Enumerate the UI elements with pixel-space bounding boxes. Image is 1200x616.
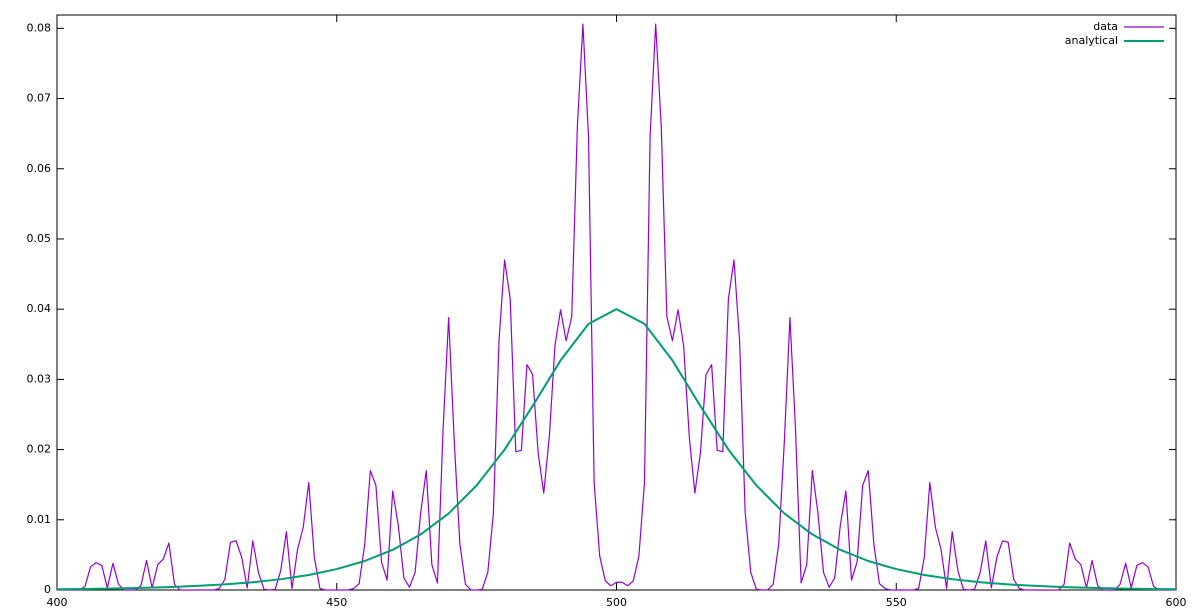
legend-label: data xyxy=(1093,20,1118,33)
y-tick-label: 0.08 xyxy=(27,21,52,34)
y-tick-label: 0 xyxy=(44,583,51,596)
series-line xyxy=(57,23,1176,591)
x-tick-label: 600 xyxy=(1166,596,1187,609)
plot-frame xyxy=(56,14,1177,591)
y-tick-label: 0.02 xyxy=(27,443,52,456)
series-line xyxy=(56,308,1177,591)
y-tick-label: 0.04 xyxy=(27,302,52,315)
y-tick-label: 0.01 xyxy=(27,513,52,526)
legend-label: analytical xyxy=(1065,34,1118,47)
y-tick-label: 0.07 xyxy=(27,92,52,105)
x-tick-label: 450 xyxy=(326,596,347,609)
y-tick-label: 0.03 xyxy=(27,372,52,385)
x-tick-label: 550 xyxy=(886,596,907,609)
y-tick-label: 0.06 xyxy=(27,162,52,175)
x-tick-label: 400 xyxy=(47,596,68,609)
x-tick-label: 500 xyxy=(606,596,627,609)
y-tick-label: 0.05 xyxy=(27,232,52,245)
